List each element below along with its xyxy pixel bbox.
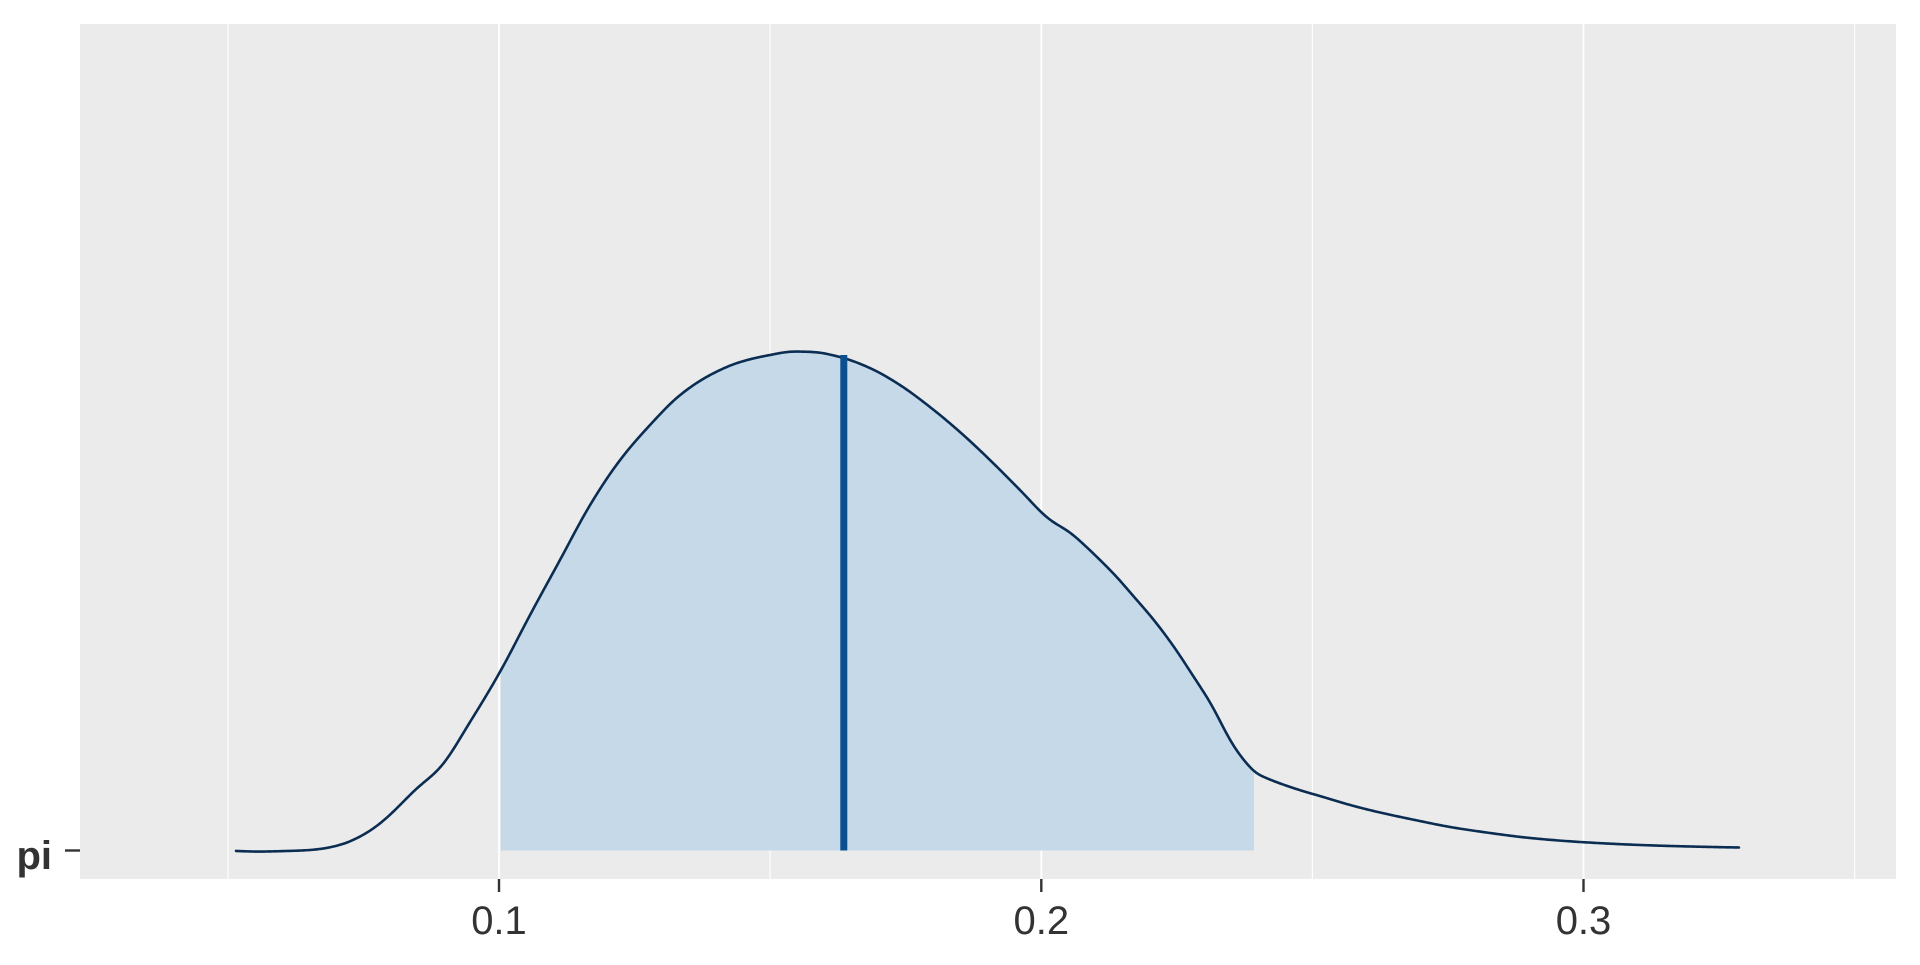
svg-text:0.1: 0.1: [471, 899, 527, 943]
svg-text:0.2: 0.2: [1013, 899, 1069, 943]
svg-text:0.3: 0.3: [1556, 899, 1612, 943]
svg-text:pi: pi: [16, 834, 52, 878]
